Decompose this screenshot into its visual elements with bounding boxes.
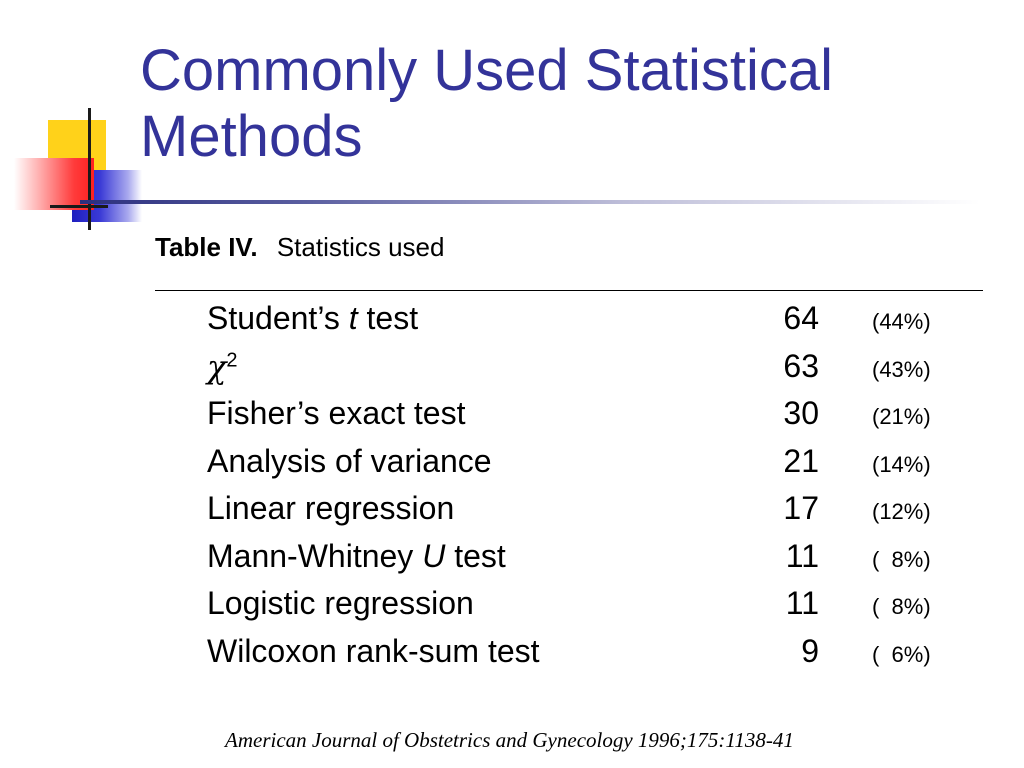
method-name: Analysis of variance [207,442,492,479]
method-name: Logistic regression [207,585,474,621]
method-count: 9 [801,632,819,669]
method-percent: ( 8%) [872,546,931,572]
table-caption-label: Table IV. [155,232,258,262]
method-name: Fisher’s exact test [207,395,466,431]
method-count: 11 [785,585,819,621]
method-percent: ( 6%) [872,641,931,667]
table-row: Logistic regression 11 ( 8%) [207,581,967,629]
table-row: Wilcoxon rank-sum test 9 ( 6%) [207,629,967,677]
method-count: 17 [783,490,819,526]
table-row: Analysis of variance 21 (14%) [207,439,967,487]
method-count: 21 [783,442,819,479]
table-row: Student’s t test 64 (44%) [207,296,967,344]
method-count: 30 [783,395,819,431]
method-percent: (43%) [872,356,931,382]
method-name: Wilcoxon rank-sum test [207,632,540,669]
title-underline [80,200,980,204]
decor-vertical-line [88,108,91,230]
method-count: 11 [785,537,819,574]
method-count: 64 [783,300,819,336]
method-percent: (21%) [872,404,931,429]
method-name: χ2 [207,347,238,386]
citation: American Journal of Obstetrics and Gynec… [225,728,794,752]
method-percent: (12%) [872,499,931,524]
method-percent: ( 8%) [872,594,931,619]
table-row: Fisher’s exact test 30 (21%) [207,391,967,439]
table-row: Mann-Whitney U test 11 ( 8%) [207,534,967,582]
table-row: χ2 63 (43%) [207,344,967,392]
method-percent: (14%) [872,451,931,477]
method-name: Student’s t test [207,300,419,336]
method-count: 63 [783,347,819,384]
table-caption: Table IV. Statistics used [155,232,444,263]
table-rule [155,290,983,291]
slide-title: Commonly Used Statistical Methods [140,38,833,169]
decor-horizontal-line [50,205,108,208]
method-name: Linear regression [207,490,455,526]
table-row: Linear regression 17 (12%) [207,486,967,534]
method-percent: (44%) [872,309,931,334]
statistics-table: Student’s t test 64 (44%) χ2 63 (43%) Fi… [207,296,967,676]
method-name: Mann-Whitney U test [207,537,506,574]
table-caption-text: Statistics used [276,232,445,262]
